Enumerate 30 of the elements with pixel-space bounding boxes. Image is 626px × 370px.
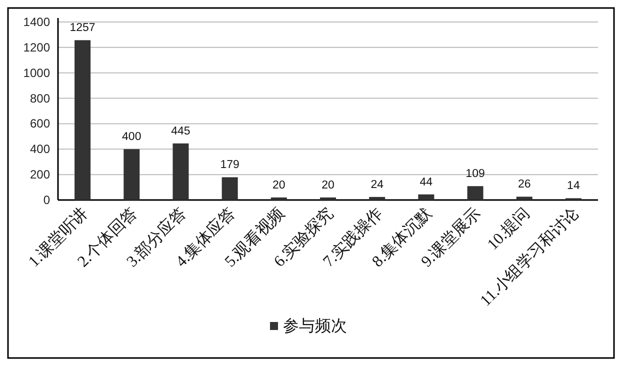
bar <box>172 143 189 200</box>
data-label: 179 <box>220 159 240 172</box>
y-tick-label: 1200 <box>23 40 50 54</box>
legend-label: 参与频次 <box>283 317 347 335</box>
data-label: 26 <box>518 178 531 191</box>
data-label: 14 <box>567 180 580 192</box>
y-tick-label: 400 <box>30 142 50 156</box>
y-tick-label: 0 <box>43 193 50 207</box>
bar <box>516 196 532 200</box>
data-label: 24 <box>370 178 384 191</box>
data-label: 20 <box>272 179 286 192</box>
y-tick-label: 800 <box>30 91 50 106</box>
y-tick-label: 200 <box>30 168 50 182</box>
bar <box>222 177 238 200</box>
bar <box>270 197 287 200</box>
data-label: 44 <box>420 176 434 188</box>
y-tick-label: 1400 <box>23 15 50 29</box>
bar <box>418 194 434 200</box>
bar <box>74 40 91 200</box>
bar <box>320 197 336 200</box>
data-label: 1257 <box>70 22 96 34</box>
data-label: 109 <box>466 168 485 180</box>
bar <box>369 196 386 200</box>
data-label: 445 <box>171 125 190 138</box>
data-label: 20 <box>322 179 334 192</box>
data-label: 400 <box>122 131 142 144</box>
bar <box>124 149 140 200</box>
bar <box>467 186 484 200</box>
y-tick-label: 600 <box>30 116 50 131</box>
y-tick-label: 1000 <box>23 66 50 80</box>
